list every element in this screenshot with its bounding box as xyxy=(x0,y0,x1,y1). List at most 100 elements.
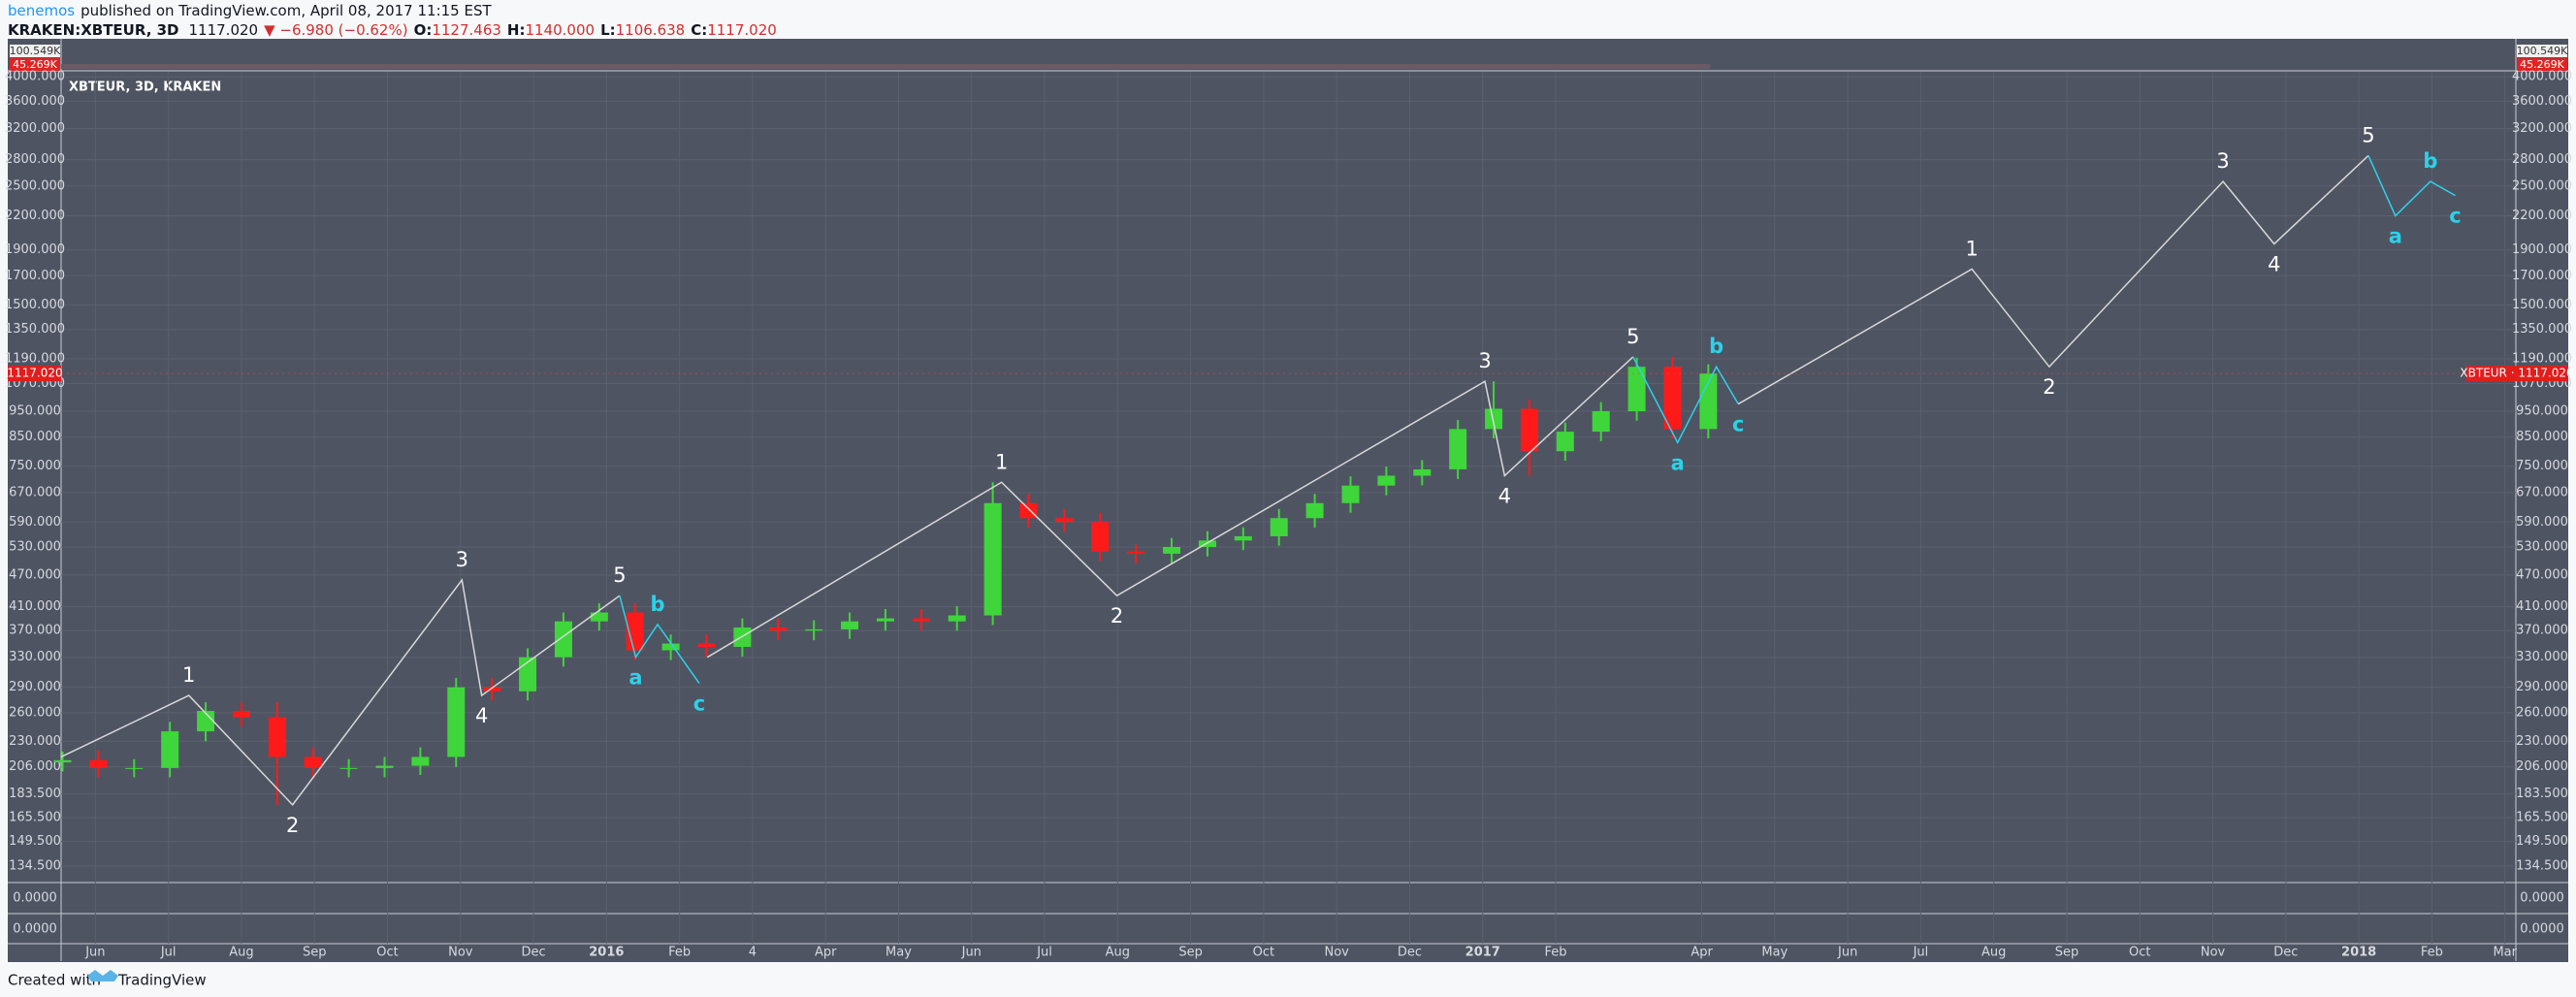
price-tag: XBTEUR · 1117.020 xyxy=(2460,367,2573,380)
ohlc-value: 1117.020 xyxy=(707,21,777,39)
wave-label: 3 xyxy=(456,548,468,571)
symbol: KRAKEN:XBTEUR, 3D xyxy=(8,21,179,39)
x-tick-label: May xyxy=(886,946,912,960)
x-tick-label: Nov xyxy=(448,946,473,960)
indicator-label: 0.0000 xyxy=(13,891,57,906)
x-tick-label: Aug xyxy=(229,946,253,960)
x-tick-label: Sep xyxy=(1178,946,1203,960)
wave-label: 4 xyxy=(475,704,488,727)
wave-label: 5 xyxy=(2362,123,2374,146)
y-tick-label: 670.000 xyxy=(9,485,61,499)
last: 1117.020 xyxy=(189,21,259,39)
ohlc-key: H: xyxy=(507,21,526,39)
x-tick-label: Sep xyxy=(2055,946,2079,960)
volume-label-bg xyxy=(2517,58,2567,71)
y-tick-label: 590.000 xyxy=(2516,515,2568,530)
y-tick-label: 330.000 xyxy=(2516,650,2568,664)
candle-body xyxy=(1556,432,1574,452)
y-tick-label: 330.000 xyxy=(9,650,61,664)
y-tick-label: 4000.000 xyxy=(2512,70,2572,84)
volume-label-bg xyxy=(10,45,60,57)
y-tick-label: 134.500 xyxy=(9,859,61,874)
wave-label: 2 xyxy=(2043,375,2055,399)
candle-body xyxy=(268,717,286,757)
candle-body xyxy=(411,756,430,766)
candle-body xyxy=(1592,410,1610,433)
candle-body xyxy=(1055,518,1074,523)
y-tick-label: 410.000 xyxy=(2516,599,2568,614)
y-tick-label: 1500.000 xyxy=(2512,298,2572,312)
candle-body xyxy=(769,627,788,631)
x-tick-label: Dec xyxy=(522,946,546,960)
candle-body xyxy=(983,502,1002,616)
candle-body xyxy=(1413,468,1432,476)
wave-label: 1 xyxy=(995,450,1008,473)
ohlc-key: O: xyxy=(414,21,433,39)
y-tick-label: 1700.000 xyxy=(5,269,65,283)
y-tick-label: 850.000 xyxy=(9,430,61,444)
x-tick-label: 2017 xyxy=(1465,946,1500,960)
volume-label-bg xyxy=(10,58,60,71)
x-tick-label: Aug xyxy=(1981,946,2006,960)
y-tick-label: 2200.000 xyxy=(5,209,65,223)
y-tick-label: 183.500 xyxy=(9,787,61,801)
y-tick-label: 165.500 xyxy=(2516,811,2568,825)
y-tick-label: 470.000 xyxy=(2516,567,2568,582)
indicator-label: 0.0000 xyxy=(2520,891,2564,906)
wave-label: 4 xyxy=(1498,485,1511,508)
candle-body xyxy=(1520,408,1538,452)
ohlc-value: 1140.000 xyxy=(525,21,595,39)
volume-label: 45.269K xyxy=(2520,58,2564,71)
logo[interactable] xyxy=(87,970,118,981)
candle-body xyxy=(339,767,358,769)
y-tick-label: 530.000 xyxy=(9,540,61,555)
volume-label: 100.549K xyxy=(2517,45,2568,57)
symbol-line: KRAKEN:XBTEUR, 3D 1117.020 ▼ −6.980 (−0.62… xyxy=(8,21,777,39)
candle-body xyxy=(1485,408,1503,430)
wave-label: 3 xyxy=(1478,349,1491,372)
y-tick-label: 370.000 xyxy=(9,624,61,638)
y-tick-label: 260.000 xyxy=(2516,705,2568,720)
candle-body xyxy=(161,731,179,768)
footer-brand[interactable]: TradingView xyxy=(117,972,207,989)
x-tick-label: Jun xyxy=(84,946,105,960)
x-tick-label: Feb xyxy=(668,946,691,960)
y-tick-label: 206.000 xyxy=(9,759,61,774)
candle-body xyxy=(661,643,680,651)
price-tag: 1117.020 xyxy=(7,367,62,380)
x-tick-label: 2018 xyxy=(2341,946,2376,960)
x-tick-label: Nov xyxy=(1324,946,1349,960)
y-tick-label: 530.000 xyxy=(2516,540,2568,555)
candle-body xyxy=(805,628,823,631)
candle-body xyxy=(1270,518,1288,536)
candle-body xyxy=(1699,373,1718,430)
x-tick-label: Dec xyxy=(1398,946,1422,960)
x-tick-label: Aug xyxy=(1106,946,1130,960)
y-tick-label: 1900.000 xyxy=(5,242,65,257)
candle-body xyxy=(626,612,644,651)
y-tick-label: 950.000 xyxy=(2516,403,2568,418)
wave-label: b xyxy=(1709,335,1723,358)
wave-label: 4 xyxy=(2268,252,2280,275)
wave-label: 1 xyxy=(1965,237,1978,260)
candle-body xyxy=(1305,502,1324,519)
y-tick-label: 3600.000 xyxy=(2512,94,2572,109)
y-tick-label: 260.000 xyxy=(9,705,61,720)
volume-label: 100.549K xyxy=(10,45,61,57)
candle-body xyxy=(1019,502,1038,519)
x-tick-label: Nov xyxy=(2201,946,2226,960)
chart-title: XBTEUR, 3D, KRAKEN xyxy=(69,80,221,95)
wave-line xyxy=(1632,356,1739,445)
candle-body xyxy=(304,756,322,768)
wave-line xyxy=(1737,154,2369,405)
x-tick-label: Dec xyxy=(2273,946,2298,960)
author[interactable]: benemos xyxy=(8,2,75,19)
chart-background xyxy=(8,39,2568,962)
x-tick-label: Apr xyxy=(1690,946,1713,960)
wave-label: c xyxy=(693,692,705,716)
x-tick-label: Jun xyxy=(961,946,982,960)
y-tick-label: 1350.000 xyxy=(2512,322,2572,337)
wave-label: 3 xyxy=(2216,149,2229,173)
y-tick-label: 2500.000 xyxy=(5,178,65,193)
candle-body xyxy=(1449,429,1467,469)
